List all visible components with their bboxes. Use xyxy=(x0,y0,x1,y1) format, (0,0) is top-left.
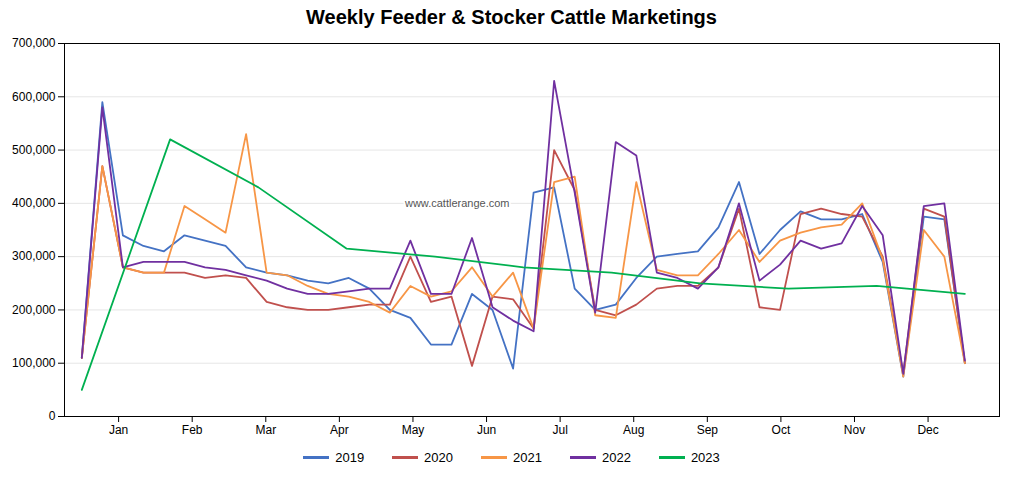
svg-text:100,000: 100,000 xyxy=(12,356,56,370)
html-text:2021: 2021 xyxy=(513,450,542,465)
svg-text:600,000: 600,000 xyxy=(12,90,56,104)
svg-text:Jul: Jul xyxy=(552,423,567,437)
svg-text:0: 0 xyxy=(49,409,56,423)
html-text:2022: 2022 xyxy=(602,450,631,465)
html-text:Weekly Feeder & Stocker Cattle: Weekly Feeder & Stocker Cattle Marketing… xyxy=(306,6,717,28)
svg-text:Aug: Aug xyxy=(623,423,644,437)
svg-text:Jan: Jan xyxy=(109,423,128,437)
svg-text:500,000: 500,000 xyxy=(12,143,56,157)
svg-text:Jun: Jun xyxy=(477,423,496,437)
svg-text:400,000: 400,000 xyxy=(12,196,56,210)
svg-text:www.cattlerange.com: www.cattlerange.com xyxy=(404,197,510,209)
html-text:2023: 2023 xyxy=(690,450,720,465)
svg-text:May: May xyxy=(402,423,425,437)
html-text:2019: 2019 xyxy=(335,450,365,465)
svg-text:Dec: Dec xyxy=(917,423,938,437)
svg-text:Oct: Oct xyxy=(772,423,791,437)
svg-text:300,000: 300,000 xyxy=(12,249,56,263)
html-text:2020: 2020 xyxy=(424,450,453,465)
svg-text:Mar: Mar xyxy=(255,423,276,437)
svg-text:Apr: Apr xyxy=(330,423,349,437)
svg-text:Nov: Nov xyxy=(844,423,865,437)
svg-text:Sep: Sep xyxy=(697,423,719,437)
svg-text:200,000: 200,000 xyxy=(12,303,56,317)
svg-text:700,000: 700,000 xyxy=(12,36,56,50)
svg-text:Feb: Feb xyxy=(182,423,203,437)
